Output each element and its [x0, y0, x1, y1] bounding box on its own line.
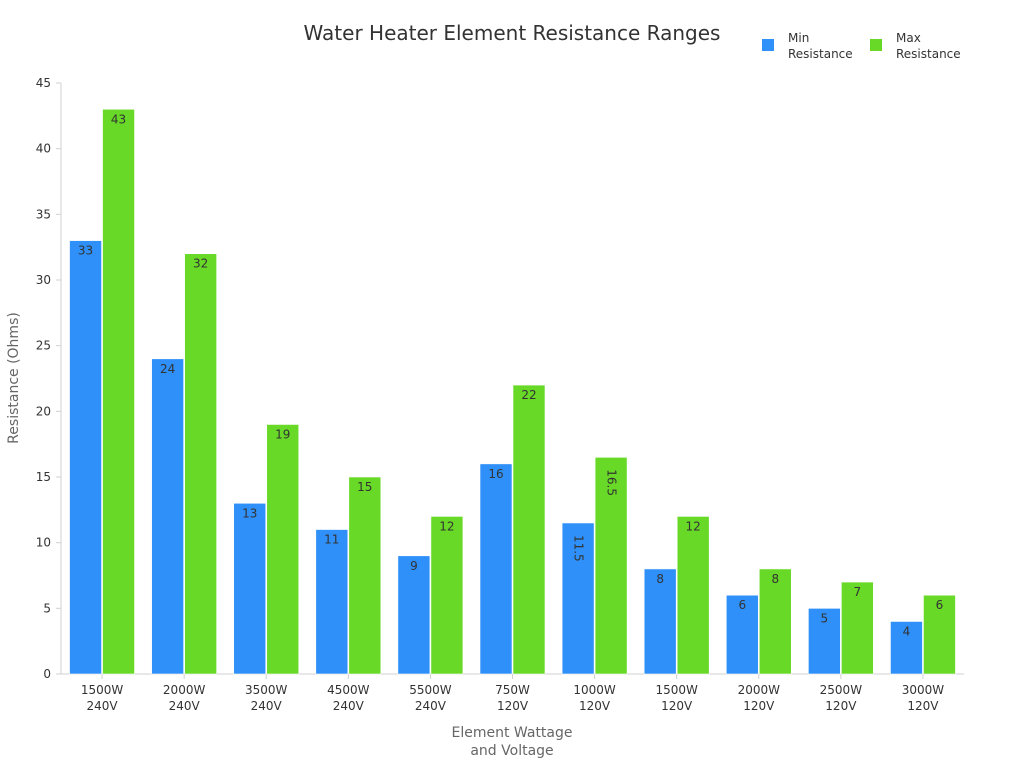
bar-value-label: 11.5 [572, 535, 586, 562]
y-tick-label: 45 [36, 76, 51, 90]
min-resistance-bar [561, 522, 595, 675]
x-tick-label: 5500W 240V [409, 683, 452, 713]
bar-value-label: 11 [324, 533, 339, 547]
y-tick-label: 40 [36, 142, 51, 156]
x-tick-label: 4500W 240V [327, 683, 370, 713]
max-resistance-bar [676, 516, 710, 675]
min-resistance-bar [808, 608, 841, 675]
bar-value-label: 13 [242, 506, 257, 520]
legend-max-label: Max Resistance [896, 31, 961, 61]
data-labels: 33 43 24 32 13 19 11 15 9 12 16 22 11.5 16.5 8 12 6 8 5 7 4 6 [78, 112, 943, 638]
max-resistance-bar [102, 108, 135, 675]
max-resistance-bar [184, 253, 217, 675]
chart-title: Water Heater Element Resistance Ranges [304, 21, 721, 45]
bar-value-label: 6 [738, 598, 746, 612]
y-axis: 0 5 10 15 20 25 30 35 40 45 [36, 76, 62, 681]
y-tick-label: 15 [36, 470, 51, 484]
y-tick-label: 0 [43, 667, 51, 681]
min-resistance-bar [890, 621, 923, 675]
bar-value-label: 15 [357, 480, 372, 494]
x-tick-label: 1000W 120V [573, 683, 616, 713]
min-resistance-bar [479, 463, 513, 675]
y-tick-label: 30 [36, 273, 51, 287]
x-tick-label: 2000W 120V [738, 683, 781, 713]
min-resistance-bar [151, 358, 184, 675]
bar-value-label: 22 [521, 388, 536, 402]
bar-value-label: 16.5 [605, 469, 619, 496]
x-tick-label: 750W 120V [495, 683, 530, 713]
max-resistance-bar [923, 594, 956, 675]
bar-value-label: 24 [160, 362, 175, 376]
y-tick-label: 20 [36, 404, 51, 418]
x-tick-label: 3000W 120V [902, 683, 945, 713]
legend-min-label: Min Resistance [788, 31, 853, 61]
bar-value-label: 12 [686, 519, 701, 533]
legend-max-swatch [870, 39, 882, 51]
min-resistance-bar [725, 594, 759, 675]
x-tick-label: 3500W 240V [245, 683, 288, 713]
bars [69, 108, 956, 675]
bar-value-label: 8 [656, 572, 664, 586]
x-tick-label: 2500W 120V [820, 683, 863, 713]
legend-min-swatch [762, 39, 774, 51]
min-resistance-bar [643, 568, 677, 675]
min-resistance-bar [397, 555, 431, 675]
bar-value-label: 19 [275, 427, 290, 441]
min-resistance-bar [69, 240, 102, 675]
x-tick-label: 2000W 240V [163, 683, 206, 713]
bar-value-label: 8 [771, 572, 779, 586]
y-tick-label: 10 [36, 536, 51, 550]
max-resistance-bar [348, 476, 382, 675]
y-axis-title: Resistance (Ohms) [6, 312, 22, 444]
x-axis-title: Element Wattage and Voltage [452, 725, 573, 759]
min-resistance-bar [315, 529, 349, 675]
min-resistance-bar [233, 502, 267, 675]
bar-value-label: 6 [936, 598, 944, 612]
bar-value-label: 33 [78, 244, 93, 258]
x-axis: 1500W 240V 2000W 240V 3500W 240V 4500W 240V 5500… [61, 673, 964, 713]
bar-value-label: 9 [410, 559, 418, 573]
y-tick-label: 5 [43, 601, 51, 615]
bar-value-label: 5 [821, 611, 829, 625]
max-resistance-bar [512, 384, 546, 675]
x-tick-label: 1500W 240V [81, 683, 124, 713]
y-tick-label: 35 [36, 207, 51, 221]
bar-value-label: 4 [903, 624, 911, 638]
bar-value-label: 16 [488, 467, 503, 481]
bar-value-label: 43 [111, 112, 126, 126]
max-resistance-bar [758, 568, 792, 675]
x-tick-label: 1500W 120V [655, 683, 698, 713]
bar-value-label: 7 [854, 585, 862, 599]
legend: Min Resistance Max Resistance [762, 31, 961, 61]
bar-value-label: 12 [439, 519, 454, 533]
max-resistance-bar [430, 516, 464, 675]
max-resistance-bar [266, 424, 300, 675]
bar-value-label: 32 [193, 257, 208, 271]
max-resistance-bar [594, 456, 628, 675]
max-resistance-bar [841, 581, 874, 675]
y-tick-label: 25 [36, 339, 51, 353]
